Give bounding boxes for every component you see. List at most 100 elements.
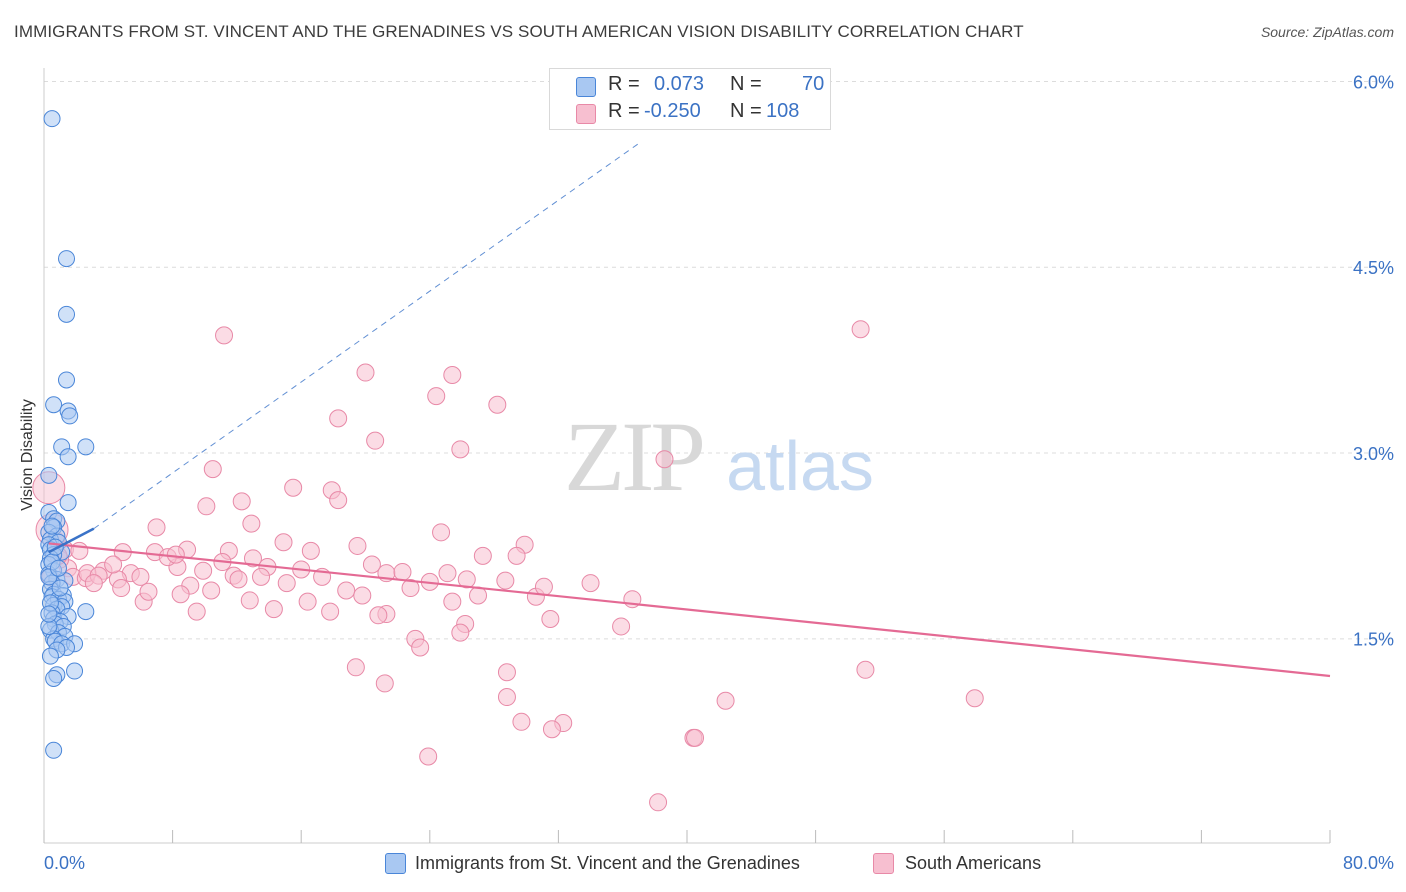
south-americans-point <box>353 586 372 605</box>
x-tick-label: 0.0% <box>44 853 85 873</box>
south-americans-point <box>443 592 462 611</box>
immigrants-point <box>61 407 79 425</box>
r-label: R = <box>608 100 640 122</box>
south-americans-point <box>356 363 375 382</box>
immigrants-point <box>66 662 84 680</box>
south-americans-point <box>655 450 674 469</box>
south-americans-point <box>166 545 185 564</box>
legend-swatch-pink <box>873 853 894 874</box>
south-americans-point <box>496 571 515 590</box>
immigrants-point <box>51 579 69 597</box>
south-americans-point <box>851 320 870 339</box>
south-americans-point <box>329 491 348 510</box>
south-americans-point <box>203 460 222 479</box>
south-americans-point <box>366 431 385 450</box>
immigrants-point <box>77 603 95 621</box>
south-americans-point <box>542 720 561 739</box>
legend-label-immigrants: Immigrants from St. Vincent and the Gren… <box>415 853 800 873</box>
south-americans-point <box>443 366 462 385</box>
r-value: 0.073 <box>654 73 705 95</box>
south-americans-point <box>541 610 560 629</box>
south-americans-point <box>194 561 213 580</box>
south-americans-point <box>252 567 271 586</box>
south-americans-point <box>242 514 261 533</box>
immigrants-point <box>58 305 76 323</box>
south-americans-point <box>438 564 457 583</box>
south-americans-point <box>147 518 166 537</box>
y-tick-label: 4.5% <box>1353 258 1394 278</box>
south-americans-points <box>32 320 984 812</box>
south-americans-point <box>488 395 507 414</box>
watermark: ZIP atlas <box>564 401 874 512</box>
immigrants-trend-extension <box>93 143 640 530</box>
south-americans-point <box>401 579 420 598</box>
south-americans-point <box>362 555 381 574</box>
y-tick-label: 1.5% <box>1353 630 1394 650</box>
correlation-legend: R = 0.073 N = 70 R = -0.250 N = 108 <box>549 68 831 130</box>
n-value: 108 <box>766 100 800 122</box>
south-americans-point <box>348 536 367 555</box>
south-americans-point <box>264 600 283 619</box>
south-americans-point <box>131 567 150 586</box>
legend-swatch-blue <box>385 853 406 874</box>
chart-title: IMMIGRANTS FROM ST. VINCENT AND THE GREN… <box>14 22 1024 41</box>
immigrants-point <box>49 559 67 577</box>
south-americans-point <box>274 533 293 552</box>
south-americans-point <box>369 606 388 625</box>
south-americans-point <box>419 747 438 766</box>
watermark-zip: ZIP <box>564 401 702 512</box>
immigrants-point <box>58 250 76 268</box>
south-americans-point <box>215 326 234 345</box>
south-americans-point <box>716 691 735 710</box>
immigrants-point <box>45 669 63 687</box>
south-americans-point <box>965 689 984 708</box>
n-value: 70 <box>802 73 825 95</box>
south-americans-point <box>451 623 470 642</box>
immigrants-point <box>40 605 58 623</box>
south-americans-point <box>856 660 875 679</box>
south-americans-point <box>187 602 206 621</box>
south-americans-point <box>202 581 221 600</box>
south-americans-point <box>473 546 492 565</box>
legend-swatch-blue <box>576 77 596 97</box>
south-americans-point <box>243 549 262 568</box>
immigrants-point <box>40 466 58 484</box>
south-americans-point <box>298 592 317 611</box>
south-americans-point <box>240 591 259 610</box>
immigrants-points <box>40 110 95 759</box>
south-americans-point <box>612 617 631 636</box>
immigrants-point <box>59 494 77 512</box>
south-americans-point <box>393 562 412 581</box>
immigrants-trend-line <box>48 527 95 554</box>
immigrants-point <box>45 396 63 414</box>
south-americans-point <box>329 409 348 428</box>
south-americans-point <box>497 663 516 682</box>
south-americans-point <box>686 728 705 747</box>
immigrants-point <box>59 448 77 466</box>
series-legend: Immigrants from St. Vincent and the Gren… <box>0 850 1406 878</box>
south-americans-point <box>427 387 446 406</box>
south-americans-point <box>229 570 248 589</box>
immigrants-point <box>43 110 61 128</box>
south-americans-point <box>337 581 356 600</box>
south-americans-point <box>139 582 158 601</box>
south-americans-point <box>507 546 526 565</box>
south-americans-trend-line <box>48 542 1331 678</box>
r-value: -0.250 <box>644 100 701 122</box>
immigrants-point <box>77 438 95 456</box>
south-americans-point <box>451 440 470 459</box>
south-americans-point <box>284 478 303 497</box>
immigrants-point <box>43 517 61 535</box>
n-label: N = <box>730 100 762 122</box>
south-americans-point <box>171 585 190 604</box>
south-americans-point <box>457 570 476 589</box>
south-americans-point <box>375 674 394 693</box>
axes <box>43 68 1331 844</box>
immigrants-point <box>41 647 59 665</box>
watermark-atlas: atlas <box>726 427 874 505</box>
immigrants-point <box>45 741 63 759</box>
y-tick-label: 6.0% <box>1353 72 1394 92</box>
south-americans-point <box>301 541 320 560</box>
legend-row-immigrants: R = 0.073 N = 70 <box>550 73 830 100</box>
